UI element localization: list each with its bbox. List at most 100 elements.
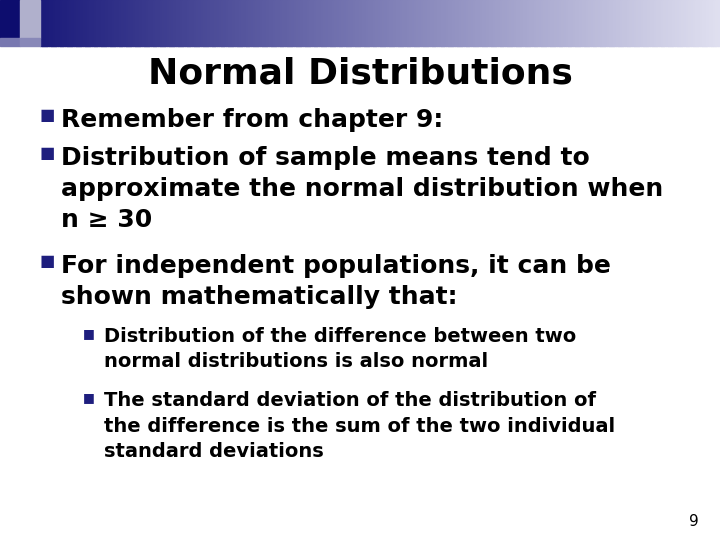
Bar bbox=[189, 0, 192, 46]
Bar bbox=[284, 0, 287, 46]
Bar bbox=[468, 0, 472, 46]
Bar bbox=[210, 0, 212, 46]
Bar bbox=[325, 0, 328, 46]
Bar bbox=[76, 0, 79, 46]
Bar bbox=[330, 0, 333, 46]
Bar bbox=[180, 0, 183, 46]
Bar bbox=[302, 0, 306, 46]
Bar bbox=[507, 0, 510, 46]
Bar bbox=[575, 0, 578, 46]
Bar bbox=[620, 0, 624, 46]
Bar bbox=[332, 0, 335, 46]
Bar bbox=[516, 0, 519, 46]
Bar bbox=[400, 0, 403, 46]
Bar bbox=[690, 0, 693, 46]
Bar bbox=[681, 0, 685, 46]
Bar bbox=[382, 0, 385, 46]
Bar bbox=[444, 0, 446, 46]
Bar bbox=[194, 0, 197, 46]
Bar bbox=[631, 0, 634, 46]
Bar bbox=[359, 0, 362, 46]
Bar bbox=[81, 0, 84, 46]
Bar bbox=[253, 0, 256, 46]
Bar bbox=[475, 0, 478, 46]
Bar bbox=[414, 0, 417, 46]
Bar bbox=[405, 0, 408, 46]
Text: ■: ■ bbox=[83, 327, 94, 340]
Bar bbox=[503, 0, 505, 46]
Bar bbox=[219, 0, 222, 46]
Bar bbox=[225, 0, 228, 46]
Bar bbox=[377, 0, 381, 46]
Bar bbox=[357, 0, 360, 46]
Bar bbox=[457, 0, 460, 46]
Bar bbox=[679, 0, 682, 46]
Bar bbox=[307, 0, 310, 46]
Bar bbox=[675, 0, 678, 46]
Text: The standard deviation of the distribution of: The standard deviation of the distributi… bbox=[104, 392, 596, 410]
Bar bbox=[67, 0, 70, 46]
Text: standard deviations: standard deviations bbox=[104, 442, 324, 461]
Bar bbox=[278, 0, 281, 46]
Bar bbox=[101, 0, 104, 46]
Bar bbox=[586, 0, 589, 46]
Bar bbox=[562, 0, 564, 46]
Bar bbox=[489, 0, 492, 46]
Text: ■: ■ bbox=[40, 108, 55, 123]
Bar bbox=[65, 0, 68, 46]
Bar bbox=[140, 0, 143, 46]
Bar bbox=[487, 0, 490, 46]
Bar bbox=[99, 0, 102, 46]
Bar bbox=[428, 0, 431, 46]
Bar bbox=[55, 0, 58, 46]
Bar bbox=[391, 0, 394, 46]
Bar bbox=[287, 0, 289, 46]
Bar bbox=[264, 0, 267, 46]
Bar bbox=[215, 0, 217, 46]
Bar bbox=[480, 0, 482, 46]
Bar bbox=[482, 0, 485, 46]
Bar bbox=[89, 0, 92, 46]
Bar bbox=[239, 0, 242, 46]
Bar bbox=[94, 0, 97, 46]
Bar bbox=[314, 0, 317, 46]
Bar bbox=[260, 0, 263, 46]
Bar bbox=[702, 0, 705, 46]
Bar bbox=[412, 0, 415, 46]
Bar bbox=[346, 0, 348, 46]
Bar bbox=[716, 0, 719, 46]
Bar bbox=[672, 0, 675, 46]
Bar bbox=[192, 0, 194, 46]
Bar bbox=[135, 0, 138, 46]
Bar bbox=[657, 0, 660, 46]
Bar bbox=[521, 0, 523, 46]
Bar bbox=[371, 0, 374, 46]
Bar bbox=[441, 0, 444, 46]
Bar bbox=[639, 0, 642, 46]
Bar bbox=[393, 0, 397, 46]
Bar bbox=[665, 0, 669, 46]
Bar bbox=[446, 0, 449, 46]
Bar bbox=[85, 0, 88, 46]
Bar bbox=[0, 0, 20, 38]
Bar bbox=[178, 0, 181, 46]
Bar bbox=[323, 0, 326, 46]
Bar bbox=[527, 0, 530, 46]
Bar bbox=[430, 0, 433, 46]
Bar bbox=[276, 0, 279, 46]
Text: normal distributions is also normal: normal distributions is also normal bbox=[104, 352, 489, 371]
Bar bbox=[203, 0, 206, 46]
Bar bbox=[698, 0, 701, 46]
Bar bbox=[230, 0, 233, 46]
Text: Remember from chapter 9:: Remember from chapter 9: bbox=[61, 108, 444, 132]
Bar bbox=[606, 0, 610, 46]
Bar bbox=[364, 0, 367, 46]
Bar bbox=[158, 0, 161, 46]
Bar bbox=[452, 0, 455, 46]
Bar bbox=[255, 0, 258, 46]
Bar bbox=[611, 0, 614, 46]
Bar bbox=[337, 0, 340, 46]
Bar bbox=[588, 0, 591, 46]
Bar bbox=[598, 0, 600, 46]
Bar bbox=[217, 0, 220, 46]
